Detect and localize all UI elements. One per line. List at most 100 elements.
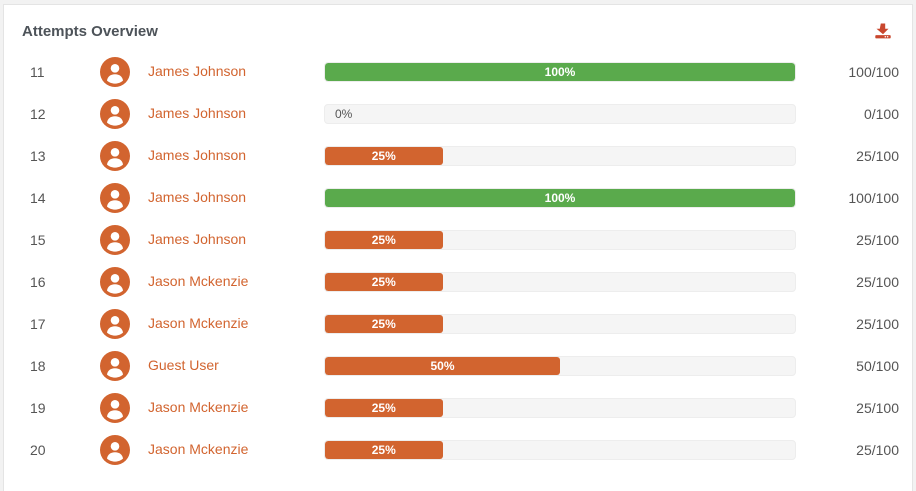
progress-fill: 25% [325,231,443,249]
progress-cell: 25% [324,272,796,292]
user-icon [100,183,130,213]
user-name-cell: James Johnson [148,105,324,123]
user-name-cell: James Johnson [148,189,324,207]
score-value: 25/100 [856,274,899,290]
user-icon [100,435,130,465]
table-row: 11 James Johnson 100% 100/100 [4,51,912,93]
avatar-cell [100,225,148,255]
attempts-list: 11 James Johnson 100% 100/100 12 [4,51,912,471]
progress-fill: 25% [325,441,443,459]
attempt-number: 19 [30,400,46,416]
avatar [100,435,130,465]
user-name-link[interactable]: James Johnson [148,231,247,247]
progress-bar: 25% [324,272,796,292]
attempt-number: 16 [30,274,46,290]
progress-fill: 50% [325,357,560,375]
progress-cell: 25% [324,146,796,166]
progress-bar: 0% [324,104,796,124]
user-name-link[interactable]: James Johnson [148,105,247,121]
avatar [100,225,130,255]
progress-bar: 25% [324,314,796,334]
user-name-cell: Jason Mckenzie [148,441,324,459]
avatar-cell [100,309,148,339]
attempt-number: 17 [30,316,46,332]
user-name-cell: Jason Mckenzie [148,273,324,291]
avatar [100,393,130,423]
progress-cell: 50% [324,356,796,376]
avatar-cell [100,351,148,381]
progress-fill: 25% [325,399,443,417]
avatar [100,183,130,213]
panel-title: Attempts Overview [22,22,158,40]
progress-fill: 25% [325,315,443,333]
user-name-cell: James Johnson [148,147,324,165]
user-name-link[interactable]: James Johnson [148,63,247,79]
attempt-number: 13 [30,148,46,164]
user-icon [100,351,130,381]
table-row: 14 James Johnson 100% 100/100 [4,177,912,219]
progress-bar: 25% [324,230,796,250]
attempt-number: 12 [30,106,46,122]
progress-bar: 50% [324,356,796,376]
user-name-cell: James Johnson [148,231,324,249]
progress-cell: 25% [324,314,796,334]
table-row: 15 James Johnson 25% 25/100 [4,219,912,261]
score-value: 25/100 [856,148,899,164]
avatar [100,267,130,297]
avatar-cell [100,141,148,171]
avatar-cell [100,267,148,297]
progress-cell: 100% [324,62,796,82]
avatar-cell [100,393,148,423]
user-name-link[interactable]: Jason Mckenzie [148,273,249,289]
avatar [100,57,130,87]
progress-fill: 25% [325,273,443,291]
progress-cell: 25% [324,230,796,250]
attempt-number: 11 [30,64,45,80]
table-row: 18 Guest User 50% 50/100 [4,345,912,387]
progress-cell: 0% [324,104,796,124]
progress-bar: 25% [324,440,796,460]
score-value: 25/100 [856,232,899,248]
progress-bar: 100% [324,188,796,208]
user-name-cell: Guest User [148,357,324,375]
score-value: 0/100 [863,106,899,122]
user-name-link[interactable]: Jason Mckenzie [148,315,249,331]
avatar [100,351,130,381]
table-row: 13 James Johnson 25% 25/100 [4,135,912,177]
table-row: 12 James Johnson 0% 0/100 [4,93,912,135]
table-row: 20 Jason Mckenzie 25% 25/100 [4,429,912,471]
user-name-link[interactable]: Jason Mckenzie [148,399,249,415]
user-icon [100,309,130,339]
score-value: 25/100 [856,442,899,458]
download-icon [875,23,891,39]
avatar-cell [100,435,148,465]
avatar-cell [100,57,148,87]
score-value: 25/100 [856,400,899,416]
progress-cell: 25% [324,398,796,418]
progress-zero-label: 0% [335,107,353,121]
progress-bar: 25% [324,146,796,166]
user-icon [100,267,130,297]
avatar-cell [100,183,148,213]
user-name-link[interactable]: Guest User [148,357,219,373]
user-icon [100,57,130,87]
progress-cell: 25% [324,440,796,460]
progress-bar: 100% [324,62,796,82]
table-row: 19 Jason Mckenzie 25% 25/100 [4,387,912,429]
progress-fill: 100% [325,63,795,81]
attempt-number: 20 [30,442,46,458]
score-value: 50/100 [856,358,899,374]
avatar [100,141,130,171]
attempt-number: 15 [30,232,46,248]
panel-header: Attempts Overview [4,5,912,51]
user-name-cell: Jason Mckenzie [148,315,324,333]
user-name-link[interactable]: James Johnson [148,147,247,163]
attempt-number: 14 [30,190,46,206]
download-button[interactable] [872,20,894,42]
user-name-link[interactable]: James Johnson [148,189,247,205]
avatar-cell [100,99,148,129]
score-value: 100/100 [848,64,899,80]
user-name-link[interactable]: Jason Mckenzie [148,441,249,457]
user-icon [100,99,130,129]
user-icon [100,141,130,171]
